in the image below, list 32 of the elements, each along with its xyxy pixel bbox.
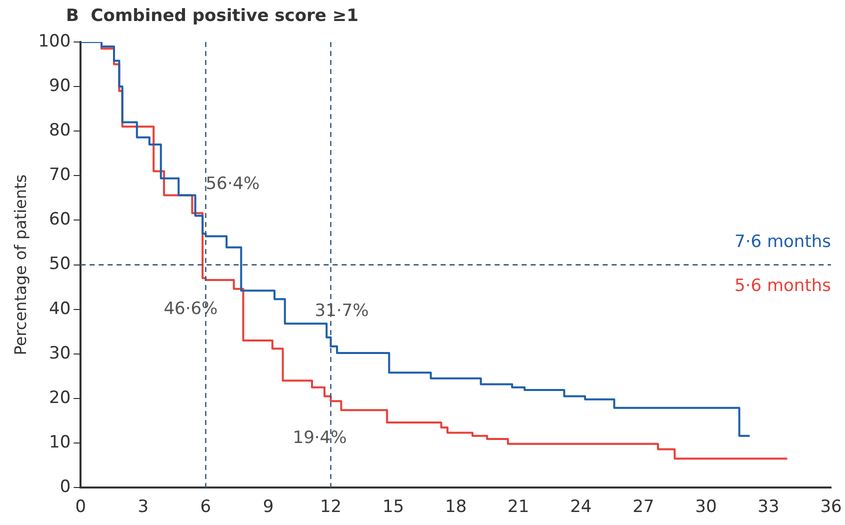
y-tick-label: 40 xyxy=(49,298,71,319)
x-tick-label: 18 xyxy=(445,497,467,518)
annotation: 31·7% xyxy=(314,301,369,322)
y-tick-label: 60 xyxy=(49,210,71,230)
x-tick-label: 30 xyxy=(695,497,717,518)
x-tick-label: 3 xyxy=(138,497,149,518)
annotation: 46·6% xyxy=(164,298,218,319)
annotation: 19·4% xyxy=(292,428,347,448)
x-tick-label: 36 xyxy=(820,497,842,518)
annotation: 56·4% xyxy=(206,174,260,194)
x-tick-label: 15 xyxy=(382,497,404,518)
annotation: 5·6 months xyxy=(734,276,832,296)
y-tick-label: 70 xyxy=(49,165,71,186)
x-tick-label: 0 xyxy=(75,497,86,518)
y-tick-label: 50 xyxy=(49,254,71,274)
x-tick-label: 9 xyxy=(262,497,274,518)
y-tick-label: 10 xyxy=(49,432,71,452)
chart-title: B Combined positive score ≥1 xyxy=(66,6,358,26)
y-tick-label: 0 xyxy=(60,477,71,498)
x-tick-label: 27 xyxy=(632,497,654,518)
y-tick-label: 30 xyxy=(49,343,71,364)
x-tick-label: 6 xyxy=(200,497,212,518)
x-tick-label: 24 xyxy=(570,497,592,518)
x-tick-label: 33 xyxy=(758,497,780,518)
y-tick-label: 100 xyxy=(38,31,71,52)
x-tick-label: 12 xyxy=(320,497,342,518)
y-tick-label: 20 xyxy=(49,388,71,408)
y-tick-label: 90 xyxy=(49,76,71,96)
y-axis-title: Percentage of patients xyxy=(10,174,30,356)
annotation: 7·6 months xyxy=(734,232,832,252)
y-tick-label: 80 xyxy=(49,120,71,141)
x-tick-label: 21 xyxy=(508,497,530,518)
